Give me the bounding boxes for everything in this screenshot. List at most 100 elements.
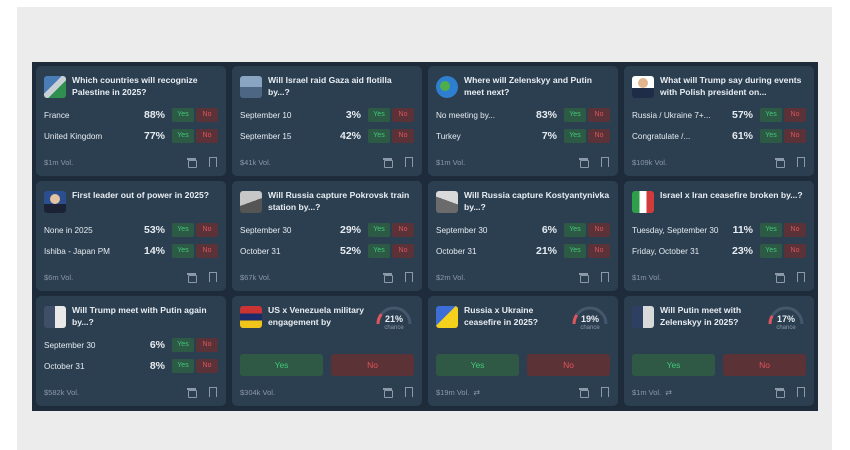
market-card[interactable]: Will Russia capture Kostyantynivka by...… <box>428 181 618 291</box>
bookmark-icon[interactable] <box>598 271 610 283</box>
no-button[interactable]: No <box>392 223 414 237</box>
market-title[interactable]: Which countries will recognize Palestine… <box>72 75 198 97</box>
gift-icon[interactable] <box>774 271 786 283</box>
bookmark-icon[interactable] <box>206 386 218 398</box>
gift-icon[interactable] <box>578 271 590 283</box>
market-title[interactable]: Israel x Iran ceasefire broken by...? <box>660 190 803 200</box>
yes-button[interactable]: Yes <box>760 129 782 143</box>
market-card[interactable]: Will Israel raid Gaza aid flotilla by...… <box>232 66 422 176</box>
bookmark-icon[interactable] <box>402 271 414 283</box>
no-button[interactable]: No <box>392 108 414 122</box>
gift-icon[interactable] <box>578 156 590 168</box>
yes-button[interactable]: Yes <box>172 244 194 258</box>
yes-button[interactable]: Yes <box>564 223 586 237</box>
no-button[interactable]: No <box>784 223 806 237</box>
no-button[interactable]: No <box>392 244 414 258</box>
no-button[interactable]: No <box>196 338 218 352</box>
no-button[interactable]: No <box>527 354 610 376</box>
bookmark-icon[interactable] <box>598 156 610 168</box>
no-button[interactable]: No <box>784 244 806 258</box>
market-title[interactable]: Will Russia capture Kostyantynivka by...… <box>464 190 610 212</box>
gift-icon[interactable] <box>186 156 198 168</box>
yes-button[interactable]: Yes <box>172 108 194 122</box>
markets-panel: Which countries will recognize Palestine… <box>32 62 818 411</box>
yes-button[interactable]: Yes <box>368 108 390 122</box>
market-title[interactable]: Will Putin meet with Zelenskyy in 2025? <box>660 305 742 327</box>
gift-icon[interactable] <box>186 386 198 398</box>
yes-button[interactable]: Yes <box>436 354 519 376</box>
bookmark-icon[interactable] <box>794 386 806 398</box>
gift-icon[interactable] <box>774 156 786 168</box>
no-button[interactable]: No <box>196 223 218 237</box>
no-button[interactable]: No <box>196 108 218 122</box>
market-title[interactable]: Will Russia capture Pokrovsk train stati… <box>268 190 410 212</box>
gift-icon[interactable] <box>382 271 394 283</box>
bookmark-icon[interactable] <box>794 156 806 168</box>
market-card[interactable]: Will Trump meet with Putin again by...? … <box>36 296 226 406</box>
gift-icon[interactable] <box>382 156 394 168</box>
market-title[interactable]: Russia x Ukraine ceasefire in 2025? <box>464 305 539 327</box>
yes-button[interactable]: Yes <box>564 244 586 258</box>
gift-icon[interactable] <box>774 386 786 398</box>
globe-thumb-icon <box>436 76 458 98</box>
no-button[interactable]: No <box>196 129 218 143</box>
yes-button[interactable]: Yes <box>172 359 194 373</box>
no-button[interactable]: No <box>588 223 610 237</box>
market-title[interactable]: What will Trump say during events with P… <box>660 75 802 97</box>
yes-button[interactable]: Yes <box>240 354 323 376</box>
no-button[interactable]: No <box>723 354 806 376</box>
bookmark-icon[interactable] <box>794 271 806 283</box>
no-button[interactable]: No <box>588 244 610 258</box>
outcome-row: October 31 21% Yes No <box>436 244 610 258</box>
volume-text: $67k Vol. <box>240 272 271 282</box>
market-title[interactable]: Where will Zelenskyy and Putin meet next… <box>464 75 592 97</box>
no-button[interactable]: No <box>196 244 218 258</box>
no-button[interactable]: No <box>784 108 806 122</box>
gift-icon[interactable] <box>578 386 590 398</box>
bookmark-icon[interactable] <box>598 386 610 398</box>
yes-button[interactable]: Yes <box>172 129 194 143</box>
outcome-label: France <box>44 110 70 120</box>
market-card[interactable]: Where will Zelenskyy and Putin meet next… <box>428 66 618 176</box>
market-title[interactable]: First leader out of power in 2025? <box>72 190 210 200</box>
market-card[interactable]: First leader out of power in 2025? None … <box>36 181 226 291</box>
binary-market-card[interactable]: US x Venezuela military engagement by Oc… <box>232 296 422 406</box>
no-button[interactable]: No <box>331 354 414 376</box>
no-button[interactable]: No <box>392 129 414 143</box>
no-button[interactable]: No <box>784 129 806 143</box>
yes-button[interactable]: Yes <box>368 129 390 143</box>
gift-icon[interactable] <box>186 271 198 283</box>
market-title[interactable]: Will Trump meet with Putin again by...? <box>72 305 207 327</box>
no-button[interactable]: No <box>588 129 610 143</box>
yes-button[interactable]: Yes <box>564 108 586 122</box>
yes-button[interactable]: Yes <box>564 129 586 143</box>
binary-market-card[interactable]: Russia x Ukraine ceasefire in 2025? 19% … <box>428 296 618 406</box>
outcome-percent: 88% <box>143 109 165 121</box>
volume-text: $1m Vol. <box>632 272 662 282</box>
market-card[interactable]: Israel x Iran ceasefire broken by...? Tu… <box>624 181 814 291</box>
yes-button[interactable]: Yes <box>368 223 390 237</box>
bookmark-icon[interactable] <box>402 156 414 168</box>
market-card[interactable]: Which countries will recognize Palestine… <box>36 66 226 176</box>
outcome-label: United Kingdom <box>44 131 103 141</box>
yes-button[interactable]: Yes <box>172 338 194 352</box>
market-title[interactable]: US x Venezuela military engagement by Oc… <box>268 305 365 327</box>
bookmark-icon[interactable] <box>402 386 414 398</box>
yes-button[interactable]: Yes <box>760 244 782 258</box>
bookmark-icon[interactable] <box>206 271 218 283</box>
market-card[interactable]: Will Russia capture Pokrovsk train stati… <box>232 181 422 291</box>
binary-market-card[interactable]: Will Putin meet with Zelenskyy in 2025? … <box>624 296 814 406</box>
no-button[interactable]: No <box>588 108 610 122</box>
outcome-row: September 30 29% Yes No <box>240 223 414 237</box>
gift-icon[interactable] <box>382 386 394 398</box>
yes-button[interactable]: Yes <box>368 244 390 258</box>
yes-button[interactable]: Yes <box>760 108 782 122</box>
yes-button[interactable]: Yes <box>172 223 194 237</box>
yes-button[interactable]: Yes <box>632 354 715 376</box>
yes-button[interactable]: Yes <box>760 223 782 237</box>
chance-value: 17% <box>776 314 795 324</box>
bookmark-icon[interactable] <box>206 156 218 168</box>
market-title[interactable]: Will Israel raid Gaza aid flotilla by...… <box>268 75 392 97</box>
market-card[interactable]: What will Trump say during events with P… <box>624 66 814 176</box>
no-button[interactable]: No <box>196 359 218 373</box>
